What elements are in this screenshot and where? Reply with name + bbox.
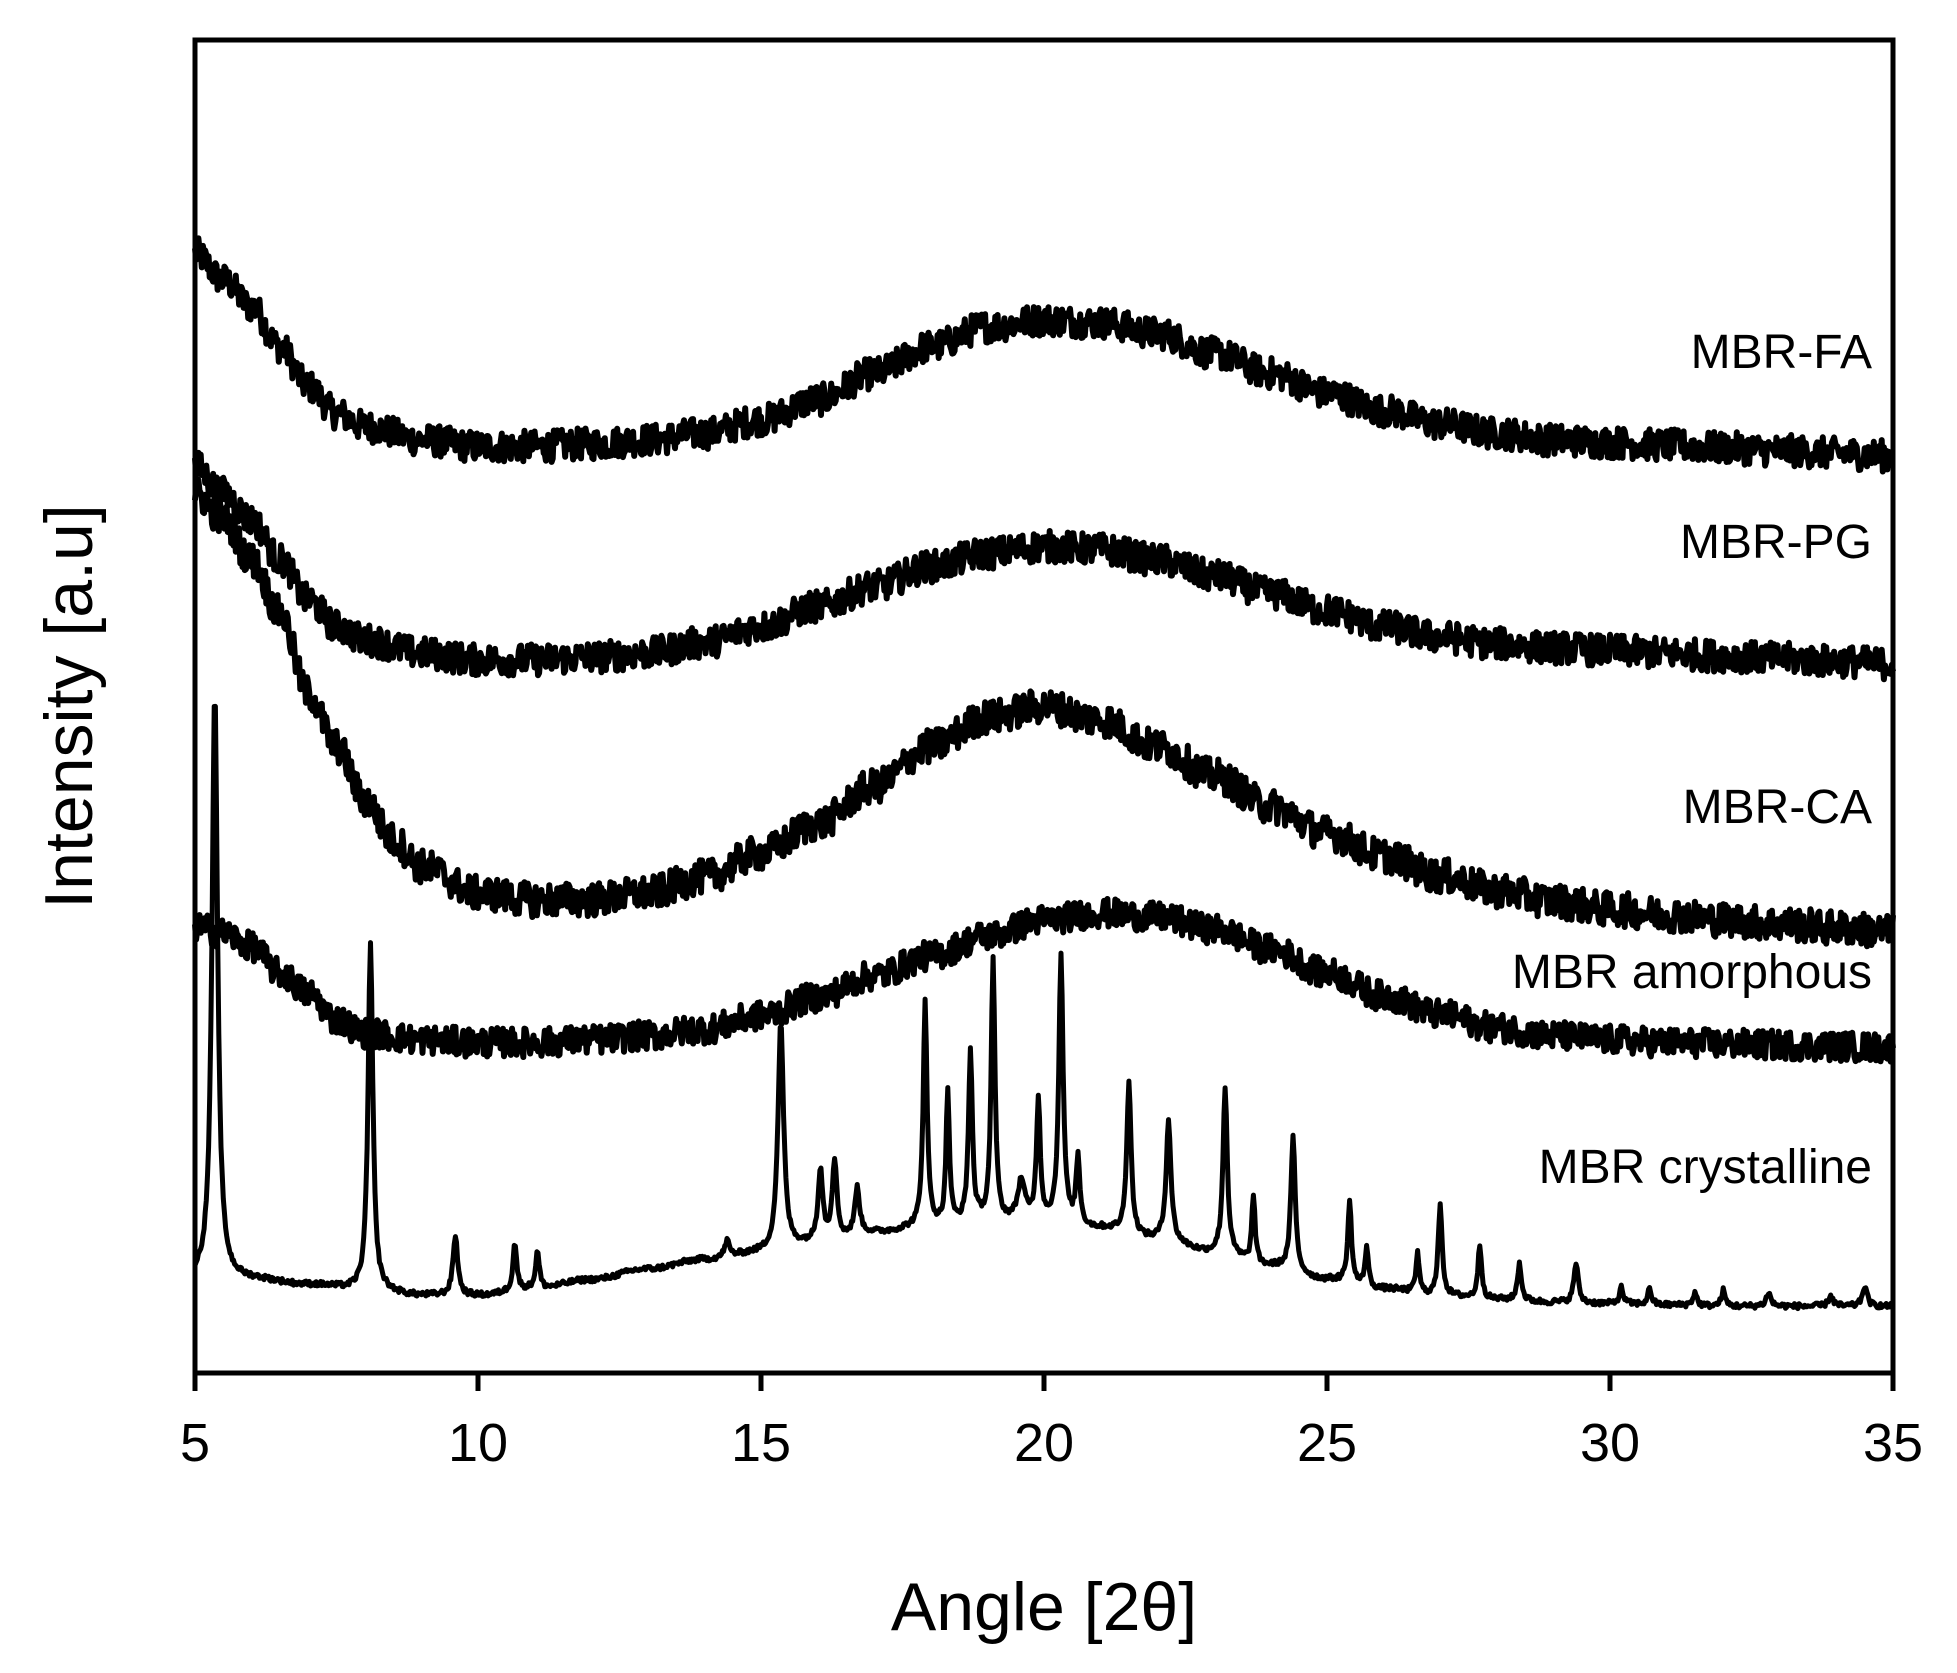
series-line-mbr-crystalline xyxy=(192,703,1895,1312)
series-label-mbr-amorphous: MBR amorphous xyxy=(1512,946,1872,999)
series-line-mbr-pg xyxy=(192,449,1896,683)
x-tick-label: 5 xyxy=(180,1413,210,1473)
series-label-mbr-ca: MBR-CA xyxy=(1683,781,1872,834)
series-line-mbr-fa xyxy=(192,235,1896,475)
x-tick-label: 20 xyxy=(1014,1413,1074,1473)
series-label-mbr-fa: MBR-FA xyxy=(1691,326,1872,379)
y-axis-title: Intensity [a.u] xyxy=(31,504,107,908)
x-tick-label: 35 xyxy=(1863,1413,1923,1473)
x-axis-ticks: 5 10 15 20 25 30 35 xyxy=(180,1373,1923,1473)
x-tick-label: 10 xyxy=(448,1413,508,1473)
series-line-mbr-amorphous xyxy=(192,896,1896,1065)
x-axis-title: Angle [2θ] xyxy=(891,1569,1197,1645)
series-label-mbr-crystalline: MBR crystalline xyxy=(1539,1141,1872,1194)
series-label-mbr-pg: MBR-PG xyxy=(1680,516,1872,569)
series-labels: MBR-FA MBR-PG MBR-CA MBR amorphous MBR cryst… xyxy=(1512,326,1872,1194)
series-line-mbr-ca xyxy=(192,475,1896,950)
x-tick-label: 15 xyxy=(731,1413,791,1473)
curves-group xyxy=(192,235,1896,1312)
x-tick-label: 30 xyxy=(1580,1413,1640,1473)
x-tick-label: 25 xyxy=(1297,1413,1357,1473)
